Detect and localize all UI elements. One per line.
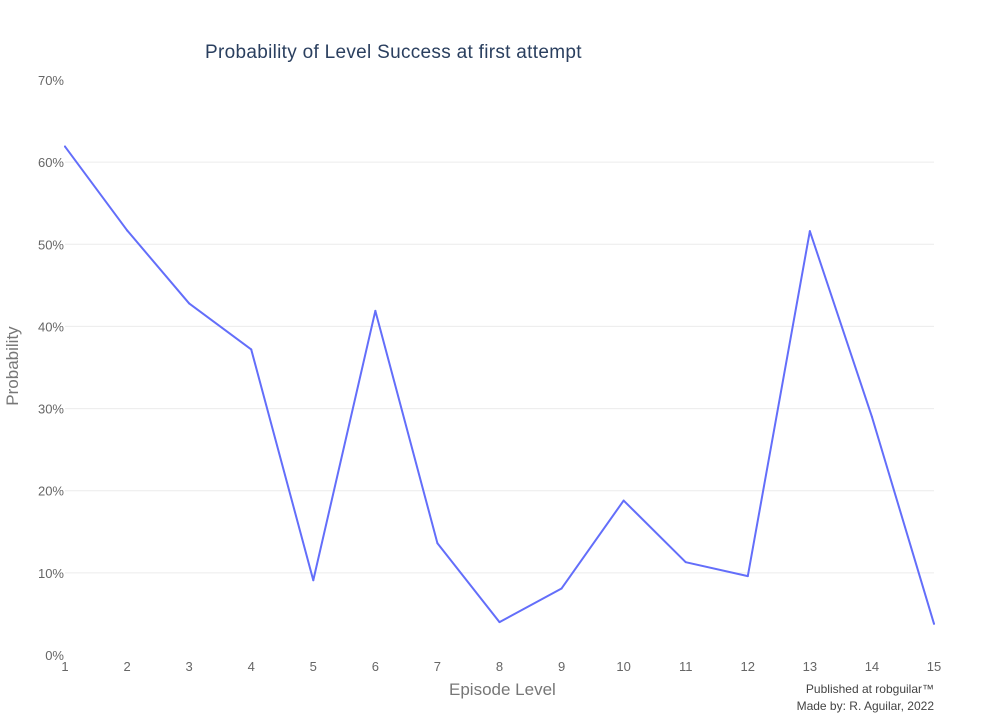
- series-layer: [64, 145, 935, 625]
- author-note: Made by: R. Aguilar, 2022: [796, 699, 934, 713]
- x-tick-label: 1: [61, 659, 68, 674]
- x-tick-label: 15: [927, 659, 941, 674]
- x-tick-label: 9: [558, 659, 565, 674]
- x-tick-label: 8: [496, 659, 503, 674]
- x-tick-label: 6: [372, 659, 379, 674]
- data-point: [622, 499, 625, 502]
- x-tick-label: 2: [123, 659, 130, 674]
- x-tick-label: 4: [248, 659, 255, 674]
- y-tick-label: 60%: [38, 155, 64, 170]
- x-axis-label: Episode Level: [449, 680, 556, 699]
- data-point: [188, 302, 191, 305]
- y-tick-label: 10%: [38, 566, 64, 581]
- data-point: [746, 575, 749, 578]
- data-point: [808, 230, 811, 233]
- y-tick-label: 30%: [38, 402, 64, 417]
- data-point: [436, 542, 439, 545]
- data-point: [126, 229, 129, 232]
- y-tick-label: 40%: [38, 319, 64, 334]
- credits: Published at robguilar™ Made by: R. Agui…: [797, 681, 934, 715]
- data-point: [250, 348, 253, 351]
- data-point: [560, 587, 563, 590]
- chart-title: Probability of Level Success at first at…: [205, 42, 582, 63]
- x-tick-label: 13: [803, 659, 817, 674]
- x-tick-label: 11: [679, 659, 693, 674]
- x-tick-label: 7: [434, 659, 441, 674]
- data-point: [64, 145, 66, 148]
- data-point: [498, 621, 501, 624]
- x-tick-label: 10: [616, 659, 630, 674]
- y-tick-label: 0%: [45, 648, 64, 663]
- x-tick-label: 12: [741, 659, 755, 674]
- x-tick-label: 5: [310, 659, 317, 674]
- x-tick-label: 3: [186, 659, 193, 674]
- gridlines: [65, 161, 934, 574]
- data-point: [933, 622, 935, 625]
- x-tick-label: 14: [865, 659, 879, 674]
- y-tick-label: 70%: [38, 73, 64, 88]
- y-axis-label: Probability: [3, 326, 22, 406]
- data-point: [684, 561, 687, 564]
- published-note: Published at robguilar™: [805, 682, 934, 696]
- data-point: [374, 309, 377, 312]
- y-tick-label: 20%: [38, 484, 64, 499]
- series-line: [64, 145, 935, 625]
- x-axis-ticks: 1 2 3 4 5 6 7 8 9 10 11 12 13 14 15: [61, 659, 941, 674]
- data-point: [870, 415, 873, 418]
- y-axis-ticks: 0% 10% 20% 30% 40% 50% 60% 70%: [38, 73, 64, 663]
- data-point: [312, 579, 315, 582]
- y-tick-label: 50%: [38, 237, 64, 252]
